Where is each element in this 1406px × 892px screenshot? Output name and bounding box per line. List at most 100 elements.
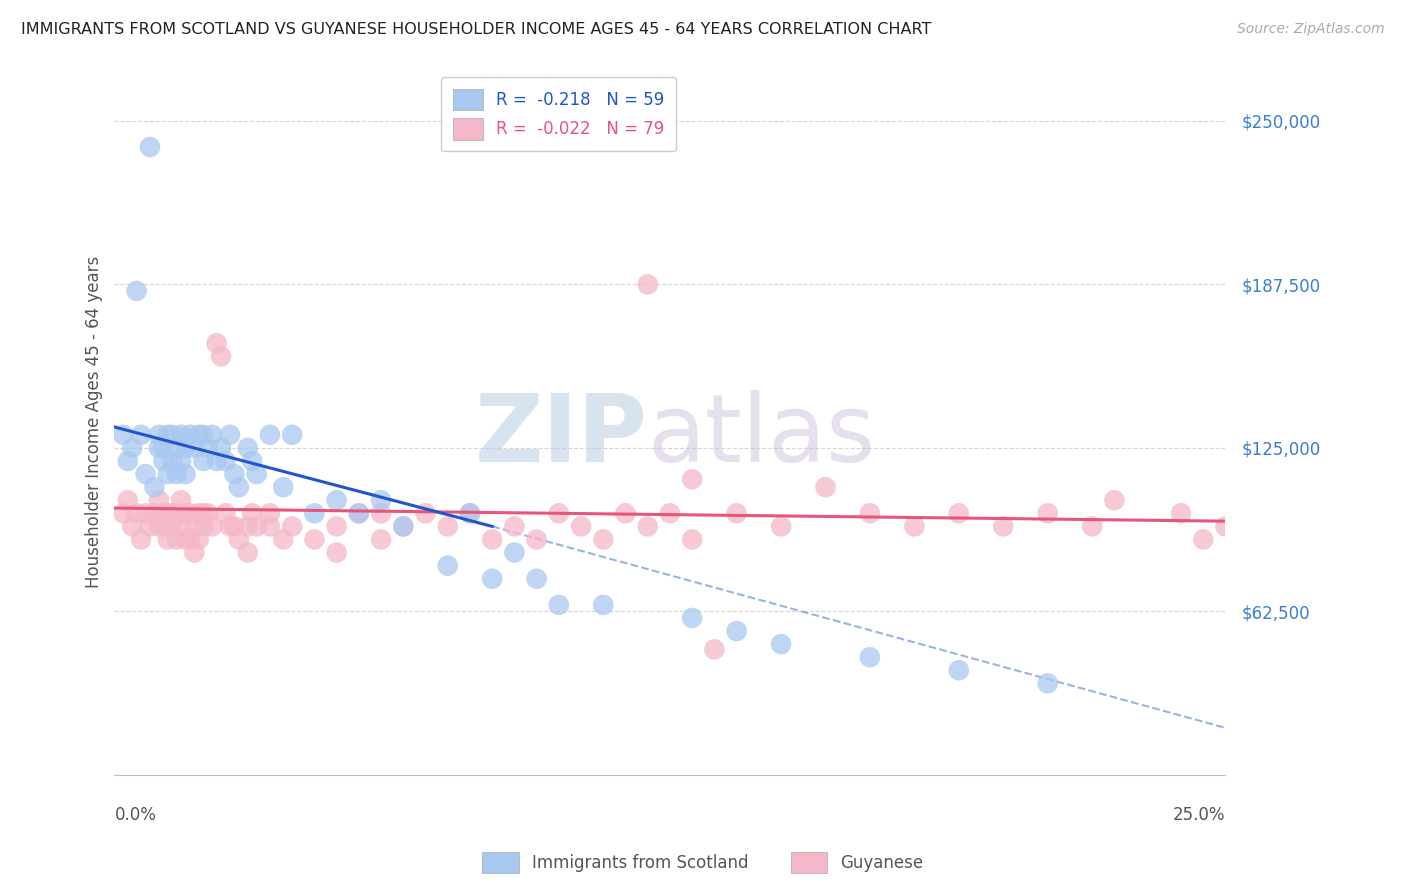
Text: ZIP: ZIP — [475, 390, 648, 482]
Point — [143, 506, 166, 520]
Point — [503, 545, 526, 559]
Point — [347, 506, 370, 520]
Point — [139, 140, 162, 154]
Point — [160, 519, 183, 533]
Point — [1104, 493, 1126, 508]
Point — [125, 506, 148, 520]
Point — [183, 441, 205, 455]
Point — [174, 506, 197, 520]
Point — [304, 506, 326, 520]
Point — [183, 519, 205, 533]
Point — [179, 427, 201, 442]
Legend: R =  -0.218   N = 59, R =  -0.022   N = 79: R = -0.218 N = 59, R = -0.022 N = 79 — [441, 77, 676, 152]
Point — [152, 519, 174, 533]
Point — [1081, 519, 1104, 533]
Point — [436, 519, 458, 533]
Point — [481, 533, 503, 547]
Point — [166, 506, 188, 520]
Point — [160, 454, 183, 468]
Point — [129, 533, 152, 547]
Point — [304, 533, 326, 547]
Point — [259, 519, 281, 533]
Text: IMMIGRANTS FROM SCOTLAND VS GUYANESE HOUSEHOLDER INCOME AGES 45 - 64 YEARS CORRE: IMMIGRANTS FROM SCOTLAND VS GUYANESE HOU… — [21, 22, 931, 37]
Point — [240, 454, 263, 468]
Point — [370, 493, 392, 508]
Point — [458, 506, 481, 520]
Point — [392, 519, 415, 533]
Point — [156, 506, 179, 520]
Point — [415, 506, 437, 520]
Point — [187, 533, 209, 547]
Text: Source: ZipAtlas.com: Source: ZipAtlas.com — [1237, 22, 1385, 37]
Point — [174, 441, 197, 455]
Point — [370, 506, 392, 520]
Point — [197, 441, 219, 455]
Point — [859, 506, 882, 520]
Point — [271, 480, 294, 494]
Point — [325, 519, 347, 533]
Text: atlas: atlas — [648, 390, 876, 482]
Point — [170, 427, 193, 442]
Y-axis label: Householder Income Ages 45 - 64 years: Householder Income Ages 45 - 64 years — [86, 256, 103, 588]
Point — [139, 519, 162, 533]
Point — [179, 506, 201, 520]
Point — [614, 506, 637, 520]
Point — [170, 493, 193, 508]
Point — [129, 427, 152, 442]
Point — [236, 441, 259, 455]
Point — [725, 506, 748, 520]
Point — [547, 506, 569, 520]
Point — [170, 454, 193, 468]
Point — [112, 506, 135, 520]
Point — [179, 533, 201, 547]
Point — [166, 467, 188, 481]
Point — [117, 493, 139, 508]
Point — [156, 533, 179, 547]
Point — [592, 533, 614, 547]
Point — [1036, 676, 1059, 690]
Point — [160, 427, 183, 442]
Point — [201, 427, 224, 442]
Point — [1215, 519, 1237, 533]
Point — [148, 427, 170, 442]
Point — [183, 545, 205, 559]
Point — [458, 506, 481, 520]
Point — [259, 506, 281, 520]
Point — [205, 336, 228, 351]
Point — [125, 284, 148, 298]
Point — [1036, 506, 1059, 520]
Point — [236, 519, 259, 533]
Point — [236, 545, 259, 559]
Point — [392, 519, 415, 533]
Point — [134, 467, 156, 481]
Point — [197, 506, 219, 520]
Point — [117, 454, 139, 468]
Point — [569, 519, 592, 533]
Point — [658, 506, 681, 520]
Point — [156, 467, 179, 481]
Point — [526, 533, 548, 547]
Point — [205, 454, 228, 468]
Point — [166, 441, 188, 455]
Point — [148, 493, 170, 508]
Point — [134, 506, 156, 520]
Point — [637, 519, 659, 533]
Point — [948, 506, 970, 520]
Point — [526, 572, 548, 586]
Point — [156, 427, 179, 442]
Point — [166, 533, 188, 547]
Point — [152, 454, 174, 468]
Point — [637, 277, 659, 292]
Point — [281, 519, 304, 533]
Point — [271, 533, 294, 547]
Point — [174, 533, 197, 547]
Point — [259, 427, 281, 442]
Point — [859, 650, 882, 665]
Point — [436, 558, 458, 573]
Point — [224, 467, 246, 481]
Point — [281, 427, 304, 442]
Point — [187, 427, 209, 442]
Point — [903, 519, 925, 533]
Point — [725, 624, 748, 638]
Point — [193, 519, 215, 533]
